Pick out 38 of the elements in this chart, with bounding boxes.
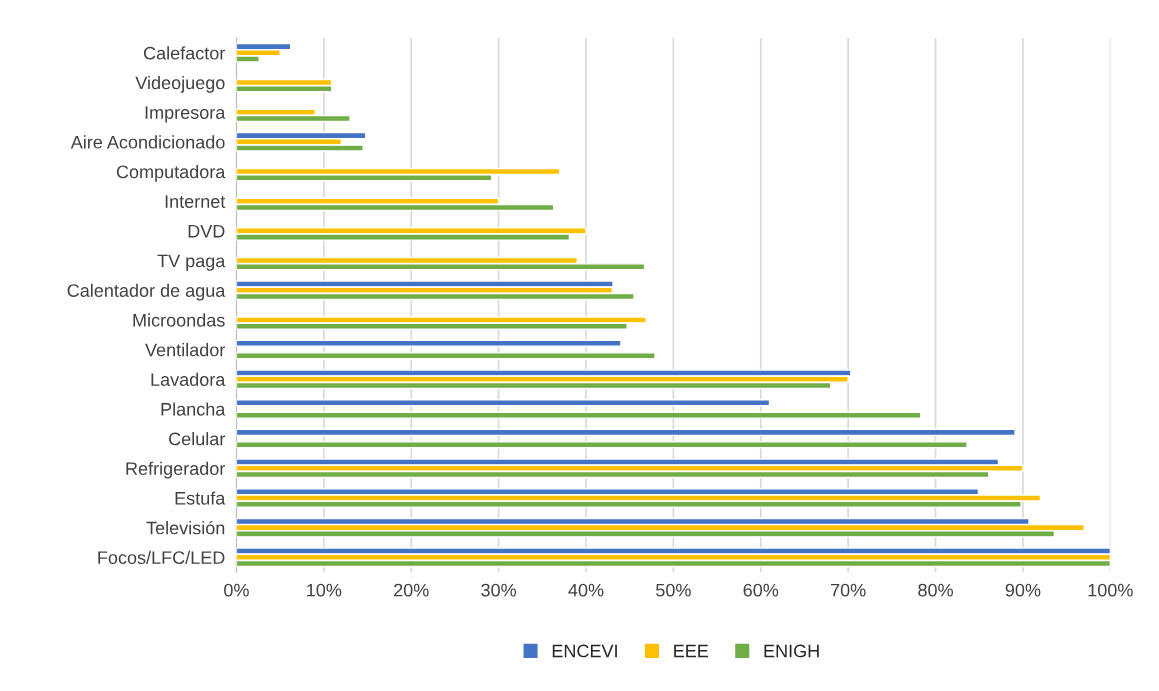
bar <box>236 352 656 360</box>
y-tick-label: Refrigerador <box>126 461 226 479</box>
y-tick-label: Focos/LFC/LED <box>98 550 225 565</box>
x-tick-label: 100% <box>1088 583 1133 597</box>
legend-label: ENIGH <box>764 644 819 658</box>
y-tick-label: Calentador de agua <box>67 283 226 301</box>
y-tick-label: Estufa <box>175 491 226 505</box>
y-tick-label: Televisión <box>146 520 225 535</box>
y-tick-label: TV paga <box>157 254 226 271</box>
bar <box>236 339 622 348</box>
y-tick-label: Plancha <box>161 402 226 416</box>
y-tick-label: DVD <box>188 225 225 238</box>
y-tick-label: Videojuego <box>135 75 225 93</box>
x-tick-label: 10% <box>307 583 342 597</box>
y-tick-label: Internet <box>165 195 226 208</box>
y-tick-label: Celular <box>169 432 226 446</box>
bar <box>236 441 968 449</box>
x-tick-label: 30% <box>481 583 517 597</box>
x-tick-label: 0% <box>224 583 249 597</box>
x-tick-label: 80% <box>918 583 953 597</box>
bar <box>236 399 771 407</box>
y-tick-label: Microondas <box>133 313 225 327</box>
legend-label: ENCEVI <box>552 644 617 658</box>
y-tick-label: Impresora <box>145 106 226 123</box>
bar <box>236 411 922 419</box>
y-tick-label: Computadora <box>116 165 226 182</box>
x-tick-label: 20% <box>394 583 429 597</box>
legend-label: EEE <box>674 644 709 658</box>
y-tick-label: Ventilador <box>145 343 226 357</box>
x-tick-label: 70% <box>831 583 866 597</box>
x-tick-label: 50% <box>656 583 691 597</box>
x-tick-label: 40% <box>568 583 604 597</box>
x-tick-label: 90% <box>1005 583 1041 597</box>
bar <box>236 428 1016 437</box>
y-tick-label: Aire Acondicionado <box>70 135 225 149</box>
x-tick-label: 60% <box>743 583 779 597</box>
y-tick-label: Lavadora <box>151 372 226 386</box>
y-tick-label: Calefactor <box>143 46 226 60</box>
